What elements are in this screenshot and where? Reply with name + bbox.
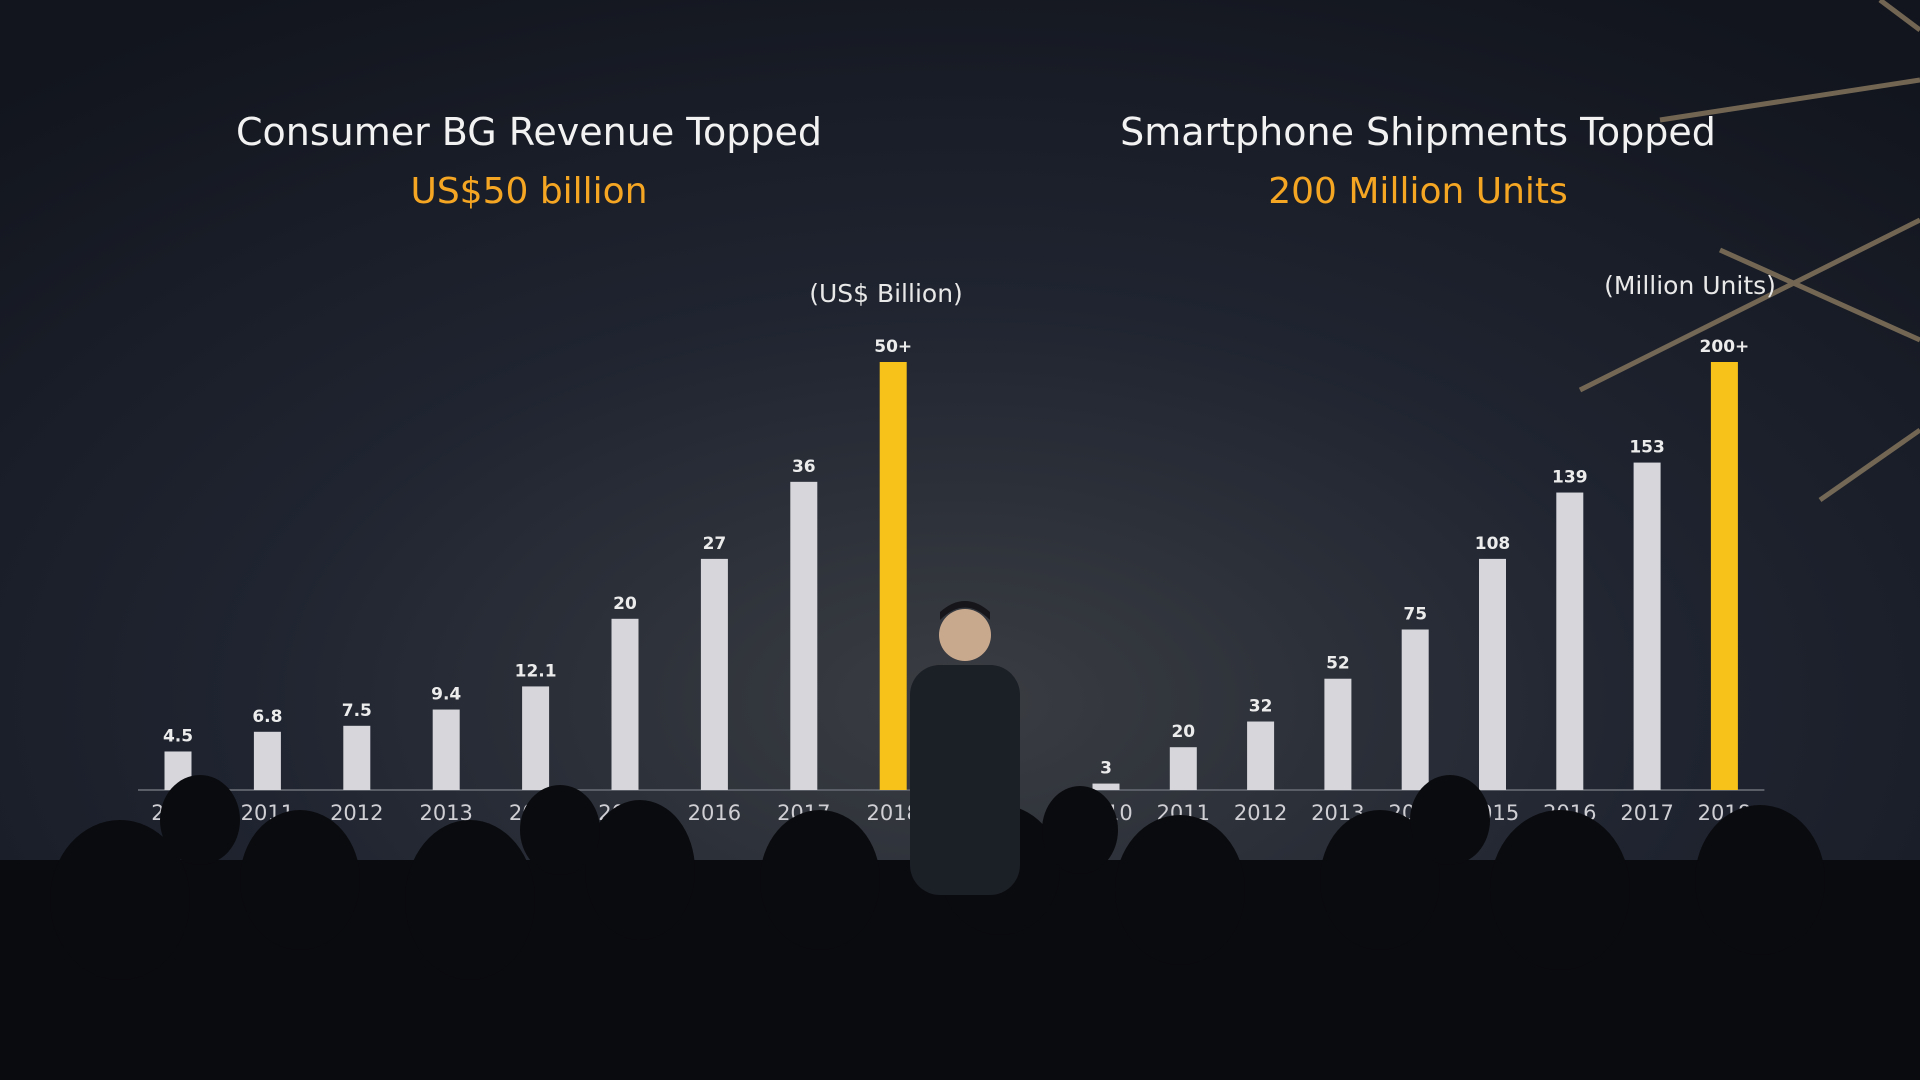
unit-label: (US$ Billion)	[809, 279, 963, 308]
value-label: 12.1	[515, 661, 557, 681]
x-tick-label: 2016	[688, 801, 741, 825]
value-label: 200+	[1700, 337, 1750, 357]
bar	[879, 362, 907, 790]
bar	[343, 725, 371, 790]
bar	[790, 481, 818, 790]
bar	[1710, 362, 1738, 790]
value-label: 50+	[874, 337, 912, 357]
value-label: 4.5	[163, 726, 193, 746]
x-tick-label: 2017	[1620, 801, 1673, 825]
bar	[432, 709, 460, 790]
value-label: 32	[1249, 697, 1273, 717]
bar	[611, 618, 639, 790]
chart-subtitle: 200 Million Units	[1268, 171, 1568, 212]
unit-label: (Million Units)	[1604, 271, 1776, 300]
value-label: 20	[613, 594, 637, 614]
speaker	[910, 601, 1020, 895]
bar	[1247, 721, 1275, 790]
chart-title: Consumer BG Revenue Topped	[236, 110, 822, 154]
value-label: 139	[1552, 468, 1588, 488]
bar	[1556, 492, 1584, 790]
value-label: 9.4	[431, 685, 461, 705]
bar	[1401, 629, 1429, 790]
chart-title: Smartphone Shipments Topped	[1120, 110, 1716, 154]
bar	[1169, 747, 1197, 790]
audience	[0, 775, 1920, 1080]
bar	[1324, 678, 1352, 790]
value-label: 6.8	[252, 707, 282, 727]
bar	[1633, 462, 1661, 790]
bar	[1092, 783, 1120, 790]
x-tick-label: 2012	[330, 801, 383, 825]
value-label: 153	[1629, 438, 1665, 458]
value-label: 27	[703, 534, 727, 554]
value-label: 108	[1475, 534, 1511, 554]
value-label: 52	[1326, 654, 1350, 674]
charts: Consumer BG Revenue Topped US$50 billion (…	[138, 110, 1776, 825]
value-label: 7.5	[342, 701, 372, 721]
value-label: 75	[1403, 605, 1427, 625]
bar	[253, 731, 281, 790]
bar	[700, 558, 728, 790]
chart-subtitle: US$50 billion	[410, 171, 647, 212]
x-tick-label: 2012	[1234, 801, 1287, 825]
bar	[1479, 558, 1506, 790]
bar	[522, 686, 550, 790]
decoration	[1578, 0, 1920, 503]
value-label: 36	[792, 457, 816, 477]
value-label: 3	[1100, 759, 1112, 779]
value-label: 20	[1171, 722, 1195, 742]
